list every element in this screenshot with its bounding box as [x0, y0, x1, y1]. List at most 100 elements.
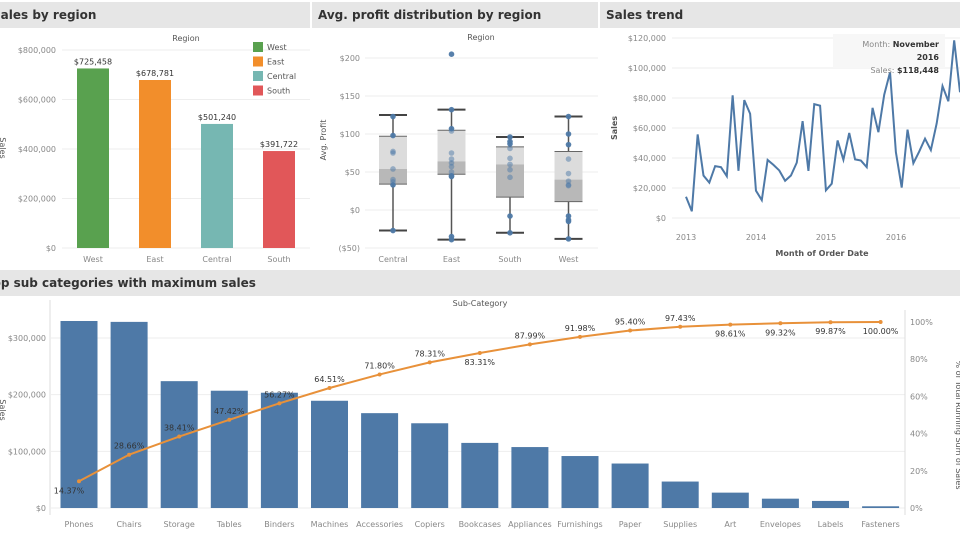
- data-point: [507, 145, 513, 152]
- x-tick-label: East: [443, 255, 460, 264]
- x-tick-label: 2015: [816, 233, 836, 242]
- data-point: [448, 173, 455, 180]
- data-point: [390, 132, 396, 139]
- bar-envelopes: [761, 498, 799, 508]
- legend-swatch: [253, 71, 263, 81]
- y2-tick-label: 100%: [910, 318, 933, 327]
- x-tick-label: Binders: [264, 520, 294, 529]
- x-tick-label: Tables: [216, 520, 242, 529]
- y2-tick-label: 0%: [910, 504, 923, 513]
- data-point: [565, 156, 572, 162]
- bar-copiers: [411, 423, 449, 508]
- running-total-label: 64.51%: [314, 375, 345, 384]
- running-total-label: 87.99%: [515, 331, 546, 340]
- running-total-label: 99.87%: [815, 327, 846, 336]
- data-point: [507, 155, 513, 162]
- tooltip-month: November 2016: [892, 40, 939, 62]
- running-total-label: 98.61%: [715, 330, 746, 339]
- x-tick-label: Art: [724, 520, 736, 529]
- running-total-point: [527, 342, 532, 347]
- bar-art: [711, 492, 749, 508]
- running-total-point: [477, 351, 482, 356]
- bar-appliances: [511, 447, 549, 508]
- running-total-point: [778, 321, 783, 326]
- bar-value-label: $391,722: [260, 140, 298, 149]
- data-point: [507, 161, 513, 168]
- y2-tick-label: 20%: [910, 467, 928, 476]
- tooltip-sales-label: Sales:: [870, 66, 895, 75]
- y-tick-label: $80,000: [633, 94, 666, 103]
- bar-central: [201, 123, 233, 248]
- x-tick-label: South: [498, 255, 521, 264]
- running-total-label: 91.98%: [565, 324, 596, 333]
- box-lower: [554, 179, 583, 202]
- tooltip: Month: November 2016 Sales: $118,448: [833, 34, 945, 75]
- data-point: [448, 106, 455, 113]
- running-total-point: [628, 328, 633, 333]
- data-point: [507, 213, 513, 219]
- y2-tick-label: 60%: [910, 392, 928, 401]
- x-tick-label: Central: [202, 255, 231, 264]
- running-total-point: [177, 434, 182, 439]
- data-point: [448, 150, 455, 156]
- running-total-point: [678, 324, 683, 329]
- legend-swatch: [253, 56, 263, 67]
- pareto-title: Top sub categories with maximum sales: [0, 270, 960, 296]
- data-point: [565, 113, 572, 120]
- y-tick-label: $50: [345, 168, 360, 177]
- bar-accessories: [361, 413, 399, 508]
- sales-by-region-title: Sales by region: [0, 2, 310, 28]
- running-total-point: [277, 401, 282, 406]
- bar-furnishings: [561, 456, 599, 508]
- y-tick-label: $300,000: [8, 334, 46, 343]
- running-total-point: [578, 334, 582, 339]
- data-point: [448, 163, 455, 170]
- running-total-label: 78.31%: [414, 349, 445, 358]
- tooltip-sales: $118,448: [896, 66, 939, 75]
- data-point: [448, 236, 455, 243]
- running-total-label: 100.00%: [863, 327, 899, 336]
- bar-fasteners: [862, 506, 900, 508]
- x-tick-label: East: [146, 255, 163, 264]
- y-axis-label: Sales: [0, 137, 7, 158]
- running-total-label: 47.42%: [214, 407, 245, 416]
- y-axis-label: Avg. Profit: [319, 120, 328, 161]
- y-axis-label: Sales: [0, 399, 7, 420]
- bar-machines: [311, 400, 348, 508]
- x-tick-label: 2016: [886, 233, 906, 242]
- bar-binders: [260, 392, 298, 508]
- data-point: [390, 166, 396, 172]
- subcategory-header: Sub-Category: [453, 299, 508, 308]
- legend-label: Central: [267, 72, 296, 81]
- data-point: [565, 218, 572, 225]
- data-point: [565, 141, 572, 148]
- data-point: [507, 134, 513, 140]
- region-header: Region: [172, 34, 199, 43]
- y-tick-label: $120,000: [628, 34, 666, 43]
- y-tick-label: $200,000: [8, 391, 46, 400]
- running-total-point: [227, 417, 232, 422]
- y2-tick-label: 40%: [910, 430, 928, 439]
- x-tick-label: Appliances: [508, 520, 552, 529]
- x-tick-label: Phones: [65, 520, 94, 529]
- x-tick-label: South: [267, 255, 290, 264]
- x-tick-label: Machines: [311, 520, 349, 529]
- running-total-label: 71.80%: [364, 361, 395, 370]
- running-total-label: 38.41%: [164, 424, 195, 433]
- x-tick-label: Furnishings: [557, 520, 602, 529]
- running-total-label: 83.31%: [465, 358, 496, 367]
- running-total-label: 14.37%: [54, 486, 85, 495]
- legend-swatch: [253, 42, 263, 52]
- x-tick-label: Paper: [619, 520, 642, 529]
- x-tick-label: Bookcases: [459, 520, 501, 529]
- y-tick-label: $100,000: [628, 64, 666, 73]
- y-tick-label: $100: [340, 130, 360, 139]
- data-point: [448, 51, 455, 57]
- bar-south: [263, 151, 295, 248]
- x-tick-label: Accessories: [356, 520, 403, 529]
- bar-value-label: $678,781: [136, 69, 174, 78]
- bar-storage: [160, 381, 198, 508]
- sales-trend-title: Sales trend: [600, 2, 960, 28]
- data-point: [565, 131, 572, 137]
